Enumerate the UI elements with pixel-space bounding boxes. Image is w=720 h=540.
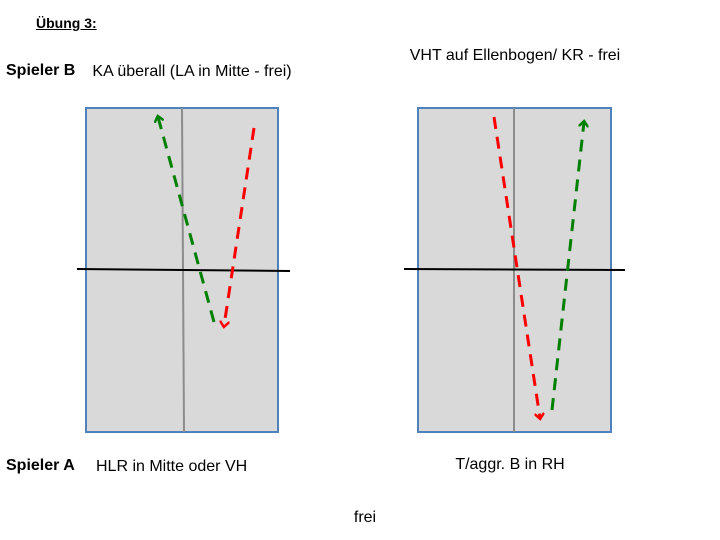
player-a-label: Spieler A	[6, 457, 75, 474]
player-b-label: Spieler B	[6, 62, 76, 79]
exercise-title: Übung 3:	[36, 15, 97, 31]
left-table-net	[76, 268, 291, 272]
player-b-left-instruction: KA überall (LA in Mitte - frei)	[92, 63, 292, 80]
footer-note: frei	[353, 509, 377, 526]
player-a-left-instruction: HLR in Mitte oder VH	[96, 458, 248, 475]
player-b-right-instruction: VHT auf Ellenbogen/ KR - frei	[409, 47, 621, 64]
right-green-arrow	[550, 122, 584, 411]
right-red-arrow	[492, 116, 540, 418]
right-table-net	[403, 268, 626, 271]
left-red-arrow	[224, 127, 256, 326]
player-a-right-instruction: T/aggr. B in RH	[455, 456, 565, 473]
left-green-arrow	[158, 117, 216, 323]
right-table	[403, 107, 626, 433]
left-table	[76, 107, 291, 433]
